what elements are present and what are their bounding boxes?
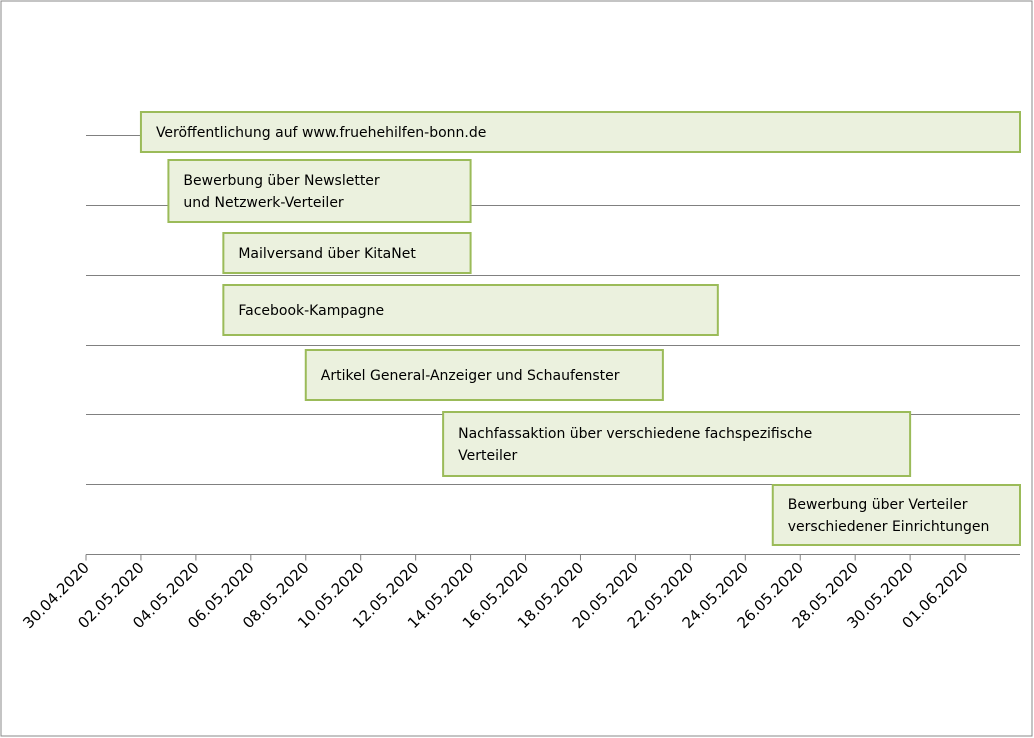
task-label: Bewerbung über Verteiler	[788, 497, 968, 513]
task-bar	[771, 484, 1021, 546]
task-label: verschiedener Einrichtungen	[788, 519, 990, 535]
task-bar	[222, 232, 472, 274]
task-bar	[442, 411, 912, 477]
task-label: Artikel General-Anzeiger und Schaufenste…	[321, 368, 620, 384]
task-label: Mailversand über KitaNet	[238, 246, 416, 262]
task-label: und Netzwerk-Verteiler	[183, 195, 344, 211]
task-label: Verteiler	[458, 448, 517, 464]
task-bar	[222, 284, 719, 336]
task-bar	[139, 111, 1022, 153]
task-label: Veröffentlichung auf www.fruehehilfen-bo…	[156, 125, 486, 141]
task-bar	[304, 349, 664, 401]
task-label: Facebook-Kampagne	[238, 303, 384, 319]
task-bar	[167, 159, 472, 223]
task-label: Bewerbung über Newsletter	[183, 173, 380, 189]
task-label: Nachfassaktion über verschiedene fachspe…	[458, 426, 812, 442]
